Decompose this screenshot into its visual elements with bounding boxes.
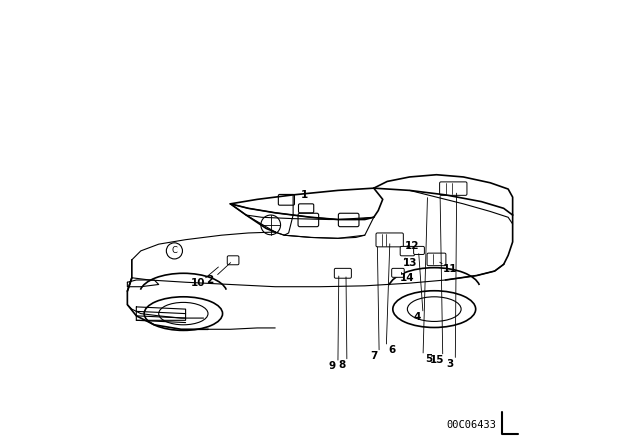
Text: 6: 6 [388, 345, 396, 355]
FancyBboxPatch shape [392, 268, 404, 277]
Text: 3: 3 [446, 359, 454, 369]
Text: 10: 10 [191, 278, 205, 288]
Text: 1: 1 [301, 190, 308, 200]
Text: 11: 11 [443, 264, 457, 274]
Text: 8: 8 [338, 360, 345, 370]
Text: 5: 5 [425, 354, 432, 364]
Text: 13: 13 [403, 258, 417, 268]
FancyBboxPatch shape [413, 246, 424, 254]
Text: 7: 7 [370, 351, 378, 361]
Text: 12: 12 [404, 241, 419, 251]
FancyBboxPatch shape [440, 182, 467, 195]
FancyBboxPatch shape [334, 268, 351, 278]
FancyBboxPatch shape [278, 194, 294, 205]
FancyBboxPatch shape [298, 204, 314, 213]
Text: 9: 9 [329, 362, 336, 371]
Text: C: C [172, 246, 177, 255]
FancyBboxPatch shape [427, 253, 446, 266]
FancyBboxPatch shape [400, 246, 415, 256]
FancyBboxPatch shape [298, 213, 319, 227]
FancyBboxPatch shape [339, 213, 359, 227]
Text: 15: 15 [430, 355, 445, 365]
Text: 14: 14 [399, 273, 414, 283]
Text: 00C06433: 00C06433 [447, 420, 497, 430]
Text: 4: 4 [414, 312, 421, 322]
FancyBboxPatch shape [376, 233, 403, 247]
Text: 2: 2 [207, 275, 214, 285]
FancyBboxPatch shape [227, 256, 239, 265]
